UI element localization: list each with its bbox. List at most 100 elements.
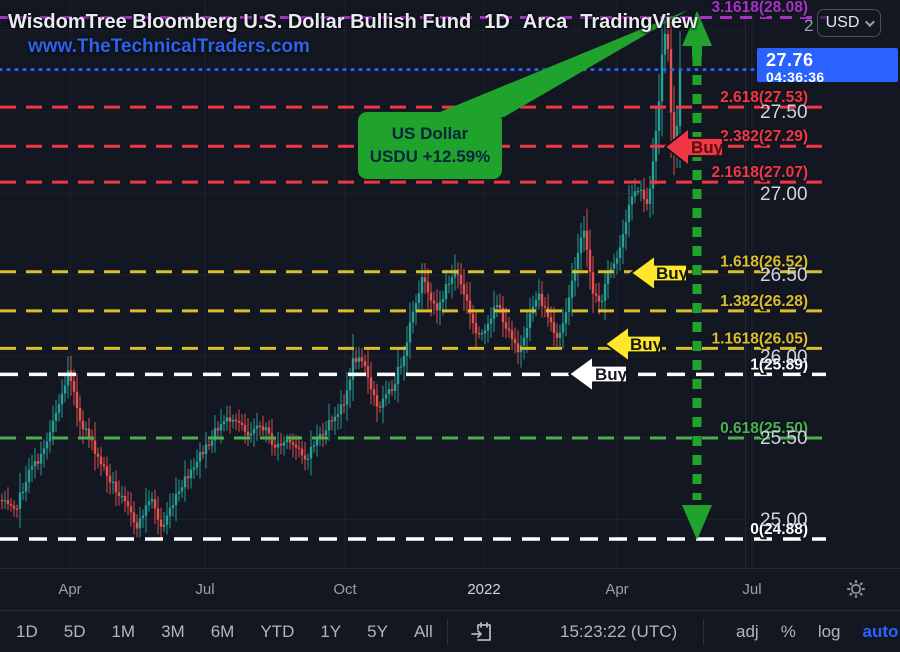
candle-body xyxy=(147,501,151,506)
candle-body xyxy=(195,461,199,468)
range-button-5y[interactable]: 5Y xyxy=(367,621,388,641)
range-button-5d[interactable]: 5D xyxy=(63,621,86,641)
candle-body xyxy=(675,125,679,147)
candle-body xyxy=(18,492,22,509)
range-button-1m[interactable]: 1M xyxy=(111,621,136,641)
callout-title: US Dollar xyxy=(391,123,469,143)
candle-body xyxy=(234,419,238,422)
range-button-ytd[interactable]: YTD xyxy=(260,621,295,641)
price-scale-label: 26.50 xyxy=(760,265,808,286)
candle-body xyxy=(516,343,520,353)
candle-body xyxy=(552,322,556,333)
candle-body xyxy=(63,385,67,394)
candle-body xyxy=(291,442,295,445)
candle-body xyxy=(549,317,553,323)
candle-body xyxy=(498,304,502,309)
candle-body xyxy=(579,237,583,254)
currency-toggle-button[interactable]: USD xyxy=(817,9,881,37)
candle-body xyxy=(558,332,562,338)
range-button-3m[interactable]: 3M xyxy=(161,621,185,641)
candle-body xyxy=(651,161,655,189)
candle-body xyxy=(174,494,178,506)
candlesticks xyxy=(0,20,682,538)
clock-utc[interactable]: 15:23:22 (UTC) xyxy=(560,621,678,641)
buy-arrow-label: Buy xyxy=(691,138,724,157)
candle-body xyxy=(246,431,250,436)
callout-tail xyxy=(428,10,688,117)
candle-body xyxy=(252,428,256,434)
range-button-1y[interactable]: 1Y xyxy=(320,621,342,641)
candle-body xyxy=(507,328,511,331)
candle-body xyxy=(648,188,652,204)
time-axis[interactable]: Apr Jul Oct 2022 Apr Jul xyxy=(0,568,900,610)
candle-body xyxy=(672,112,676,147)
candle-body xyxy=(105,466,109,476)
scale-mode-log[interactable]: log xyxy=(817,621,841,641)
candle-body xyxy=(462,284,466,295)
candle-body xyxy=(21,491,25,494)
candle-body xyxy=(228,417,232,422)
candle-body xyxy=(108,475,112,483)
fib-level-label: 2.382(27.29) xyxy=(720,128,808,145)
candle-body xyxy=(465,294,469,301)
price-scale-separator xyxy=(745,0,746,568)
candle-body xyxy=(171,505,175,508)
candle-body xyxy=(615,258,619,264)
price-chart-canvas[interactable]: 3.1618(28.08) 2.618(27.53) 2.382(27.29) 2.1… xyxy=(0,0,900,610)
candle-body xyxy=(540,293,544,307)
candle-body xyxy=(186,476,190,479)
range-button-6m[interactable]: 6M xyxy=(210,621,235,641)
callout-performance: USDU +12.59% xyxy=(369,146,491,166)
candle-body xyxy=(129,506,133,513)
candle-body xyxy=(354,358,358,362)
candle-body xyxy=(513,339,517,344)
candle-body xyxy=(477,332,481,335)
candle-body xyxy=(321,434,325,436)
candle-body xyxy=(300,448,304,456)
candle-body xyxy=(33,461,37,467)
scale-mode-adj[interactable]: adj xyxy=(736,621,759,641)
candle-body xyxy=(60,393,64,405)
scale-mode-auto[interactable]: auto xyxy=(862,621,899,641)
time-axis-label: Oct xyxy=(333,581,357,598)
buy-arrow-label: Buy xyxy=(595,365,628,384)
candle-body xyxy=(426,281,430,293)
candle-body xyxy=(165,515,169,525)
candle-body xyxy=(360,357,364,362)
candle-body xyxy=(294,444,298,448)
candle-body xyxy=(624,222,628,235)
candle-body xyxy=(237,420,241,423)
range-button-all[interactable]: All xyxy=(413,621,433,641)
candle-body xyxy=(66,370,70,386)
price-scale-label: 27.50 xyxy=(760,102,808,123)
time-axis-label: Apr xyxy=(605,581,629,598)
candle-body xyxy=(138,518,142,529)
candle-body xyxy=(219,424,223,431)
candle-body xyxy=(345,390,349,405)
candle-body xyxy=(441,299,445,303)
candle-body xyxy=(279,443,283,446)
current-price-value: 27.76 xyxy=(766,50,814,70)
candle-body xyxy=(510,330,514,340)
go-to-date-button[interactable] xyxy=(469,619,495,645)
buy-arrow xyxy=(630,254,688,292)
buy-arrow xyxy=(568,355,628,393)
candle-body xyxy=(123,495,127,502)
scale-mode-percent[interactable]: % xyxy=(780,621,796,641)
range-button-1d[interactable]: 1D xyxy=(16,621,38,641)
candle-body xyxy=(342,404,346,406)
candle-body xyxy=(603,284,607,301)
candle-body xyxy=(222,421,226,425)
candle-body xyxy=(3,500,7,502)
candle-body xyxy=(201,452,205,455)
candle-body xyxy=(159,519,163,527)
candle-body xyxy=(117,492,121,496)
gear-icon[interactable] xyxy=(845,578,867,600)
currency-label: USD xyxy=(825,14,860,31)
candle-body xyxy=(525,328,529,338)
candle-body xyxy=(588,249,592,273)
price-scale-label: 25.00 xyxy=(760,509,808,531)
candle-body xyxy=(468,300,472,314)
candle-body xyxy=(570,280,574,298)
bottom-toolbar: 1D 5D 1M 3M 6M YTD 1Y 5Y All 15:23:22 (UTC) adj%… xyxy=(0,610,900,652)
